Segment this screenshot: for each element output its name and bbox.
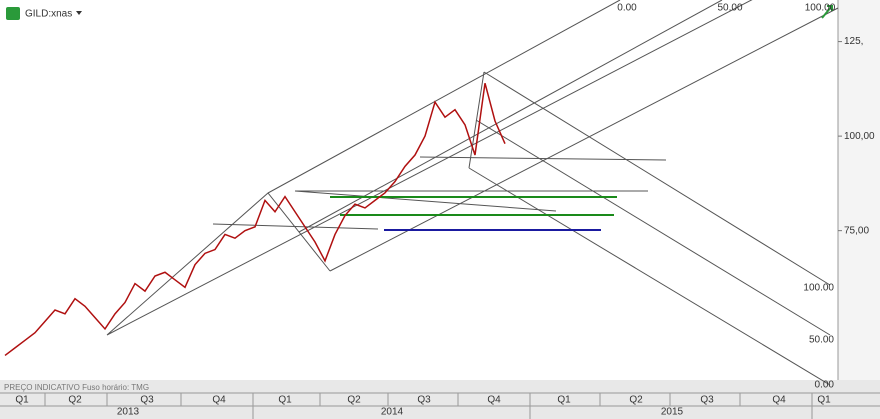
y-tick-label: 125, [844, 36, 863, 47]
symbol-icon [6, 7, 20, 20]
fib-label: 50.00 [809, 335, 834, 346]
x-tick-label: Q2 [629, 395, 643, 406]
x-tick-label: Q1 [557, 395, 571, 406]
fib-label: 0.00 [617, 3, 637, 14]
year-label: 2013 [117, 407, 140, 418]
price-line [4, 82, 506, 357]
x-tick-label: Q1 [15, 395, 29, 406]
y-tick-label: 100,00 [844, 131, 875, 142]
trend-lines [212, 156, 667, 230]
x-tick-label: Q4 [772, 395, 786, 406]
expand-icon[interactable] [821, 5, 833, 19]
fib-label: 50.00 [717, 3, 742, 14]
plot-area [0, 0, 838, 380]
x-tick-label: Q2 [68, 395, 82, 406]
x-tick-label: Q4 [212, 395, 226, 406]
y-tick-label: 75,00 [844, 225, 869, 236]
footer-note: PREÇO INDICATIVO Fuso horário: TMG [4, 383, 149, 392]
fib-label: 0.00 [815, 380, 835, 391]
y-axis-area [838, 0, 880, 380]
x-tick-label: Q3 [417, 395, 431, 406]
pitchfork [468, 71, 831, 386]
pitchfork [106, 0, 839, 336]
x-tick-label: Q1 [817, 395, 831, 406]
chart-title[interactable]: GILD:xnas [25, 9, 72, 20]
dropdown-arrow[interactable] [76, 11, 82, 15]
x-tick-label: Q3 [140, 395, 154, 406]
year-label: 2014 [381, 407, 404, 418]
year-label: 2015 [661, 407, 684, 418]
x-tick-label: Q4 [487, 395, 501, 406]
x-tick-label: Q2 [347, 395, 361, 406]
x-axis-area [0, 380, 880, 419]
fib-label: 100.00 [803, 283, 834, 294]
x-tick-label: Q1 [278, 395, 292, 406]
drawings [106, 0, 839, 386]
fib-label: 100.00 [805, 3, 836, 14]
x-tick-label: Q3 [700, 395, 714, 406]
